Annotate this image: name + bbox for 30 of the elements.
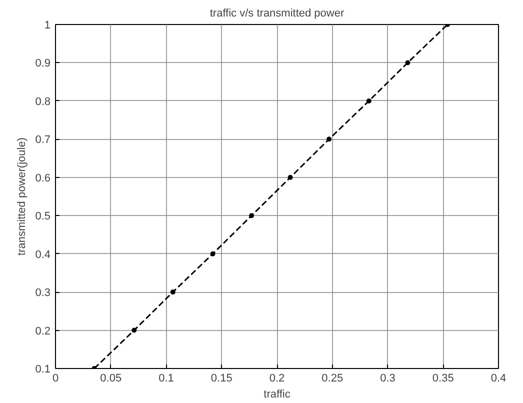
x-tick-label: 0.2 (269, 372, 285, 384)
x-tick-label: 0.4 (490, 372, 506, 384)
x-tick-label: 0.15 (210, 372, 232, 384)
y-tick-label: 0.3 (35, 287, 51, 300)
y-tick-label: 0.6 (35, 172, 51, 184)
y-tick-label: 0.2 (35, 325, 51, 338)
chart-title: traffic v/s transmitted power (210, 8, 344, 20)
y-axis-title: transmitted power(joule) (16, 137, 28, 256)
point (132, 328, 137, 333)
x-tick-label: 0.25 (322, 372, 344, 384)
point (249, 213, 254, 218)
point (288, 174, 293, 180)
point (366, 98, 372, 104)
point (210, 251, 216, 256)
x-tick-label: 0.05 (100, 372, 122, 384)
x-tick-label: 0.1 (158, 372, 174, 384)
y-tick-label: 0.8 (35, 96, 51, 108)
point (170, 290, 176, 295)
y-tick-label: 0.9 (35, 58, 51, 70)
y-tick-label: 0.4 (35, 248, 51, 261)
x-tick-label: 0 (52, 372, 59, 384)
x-axis-title: traffic (264, 388, 291, 400)
x-tick-label: 0.3 (380, 372, 396, 384)
y-tick-label: 1 (44, 20, 51, 32)
point (326, 136, 332, 142)
y-tick-label: 0.1 (35, 364, 51, 376)
y-tick-label: 0.7 (35, 134, 51, 146)
x-tick-label: 0.35 (432, 372, 454, 384)
point (405, 60, 410, 66)
y-tick-label: 0.5 (35, 210, 51, 223)
